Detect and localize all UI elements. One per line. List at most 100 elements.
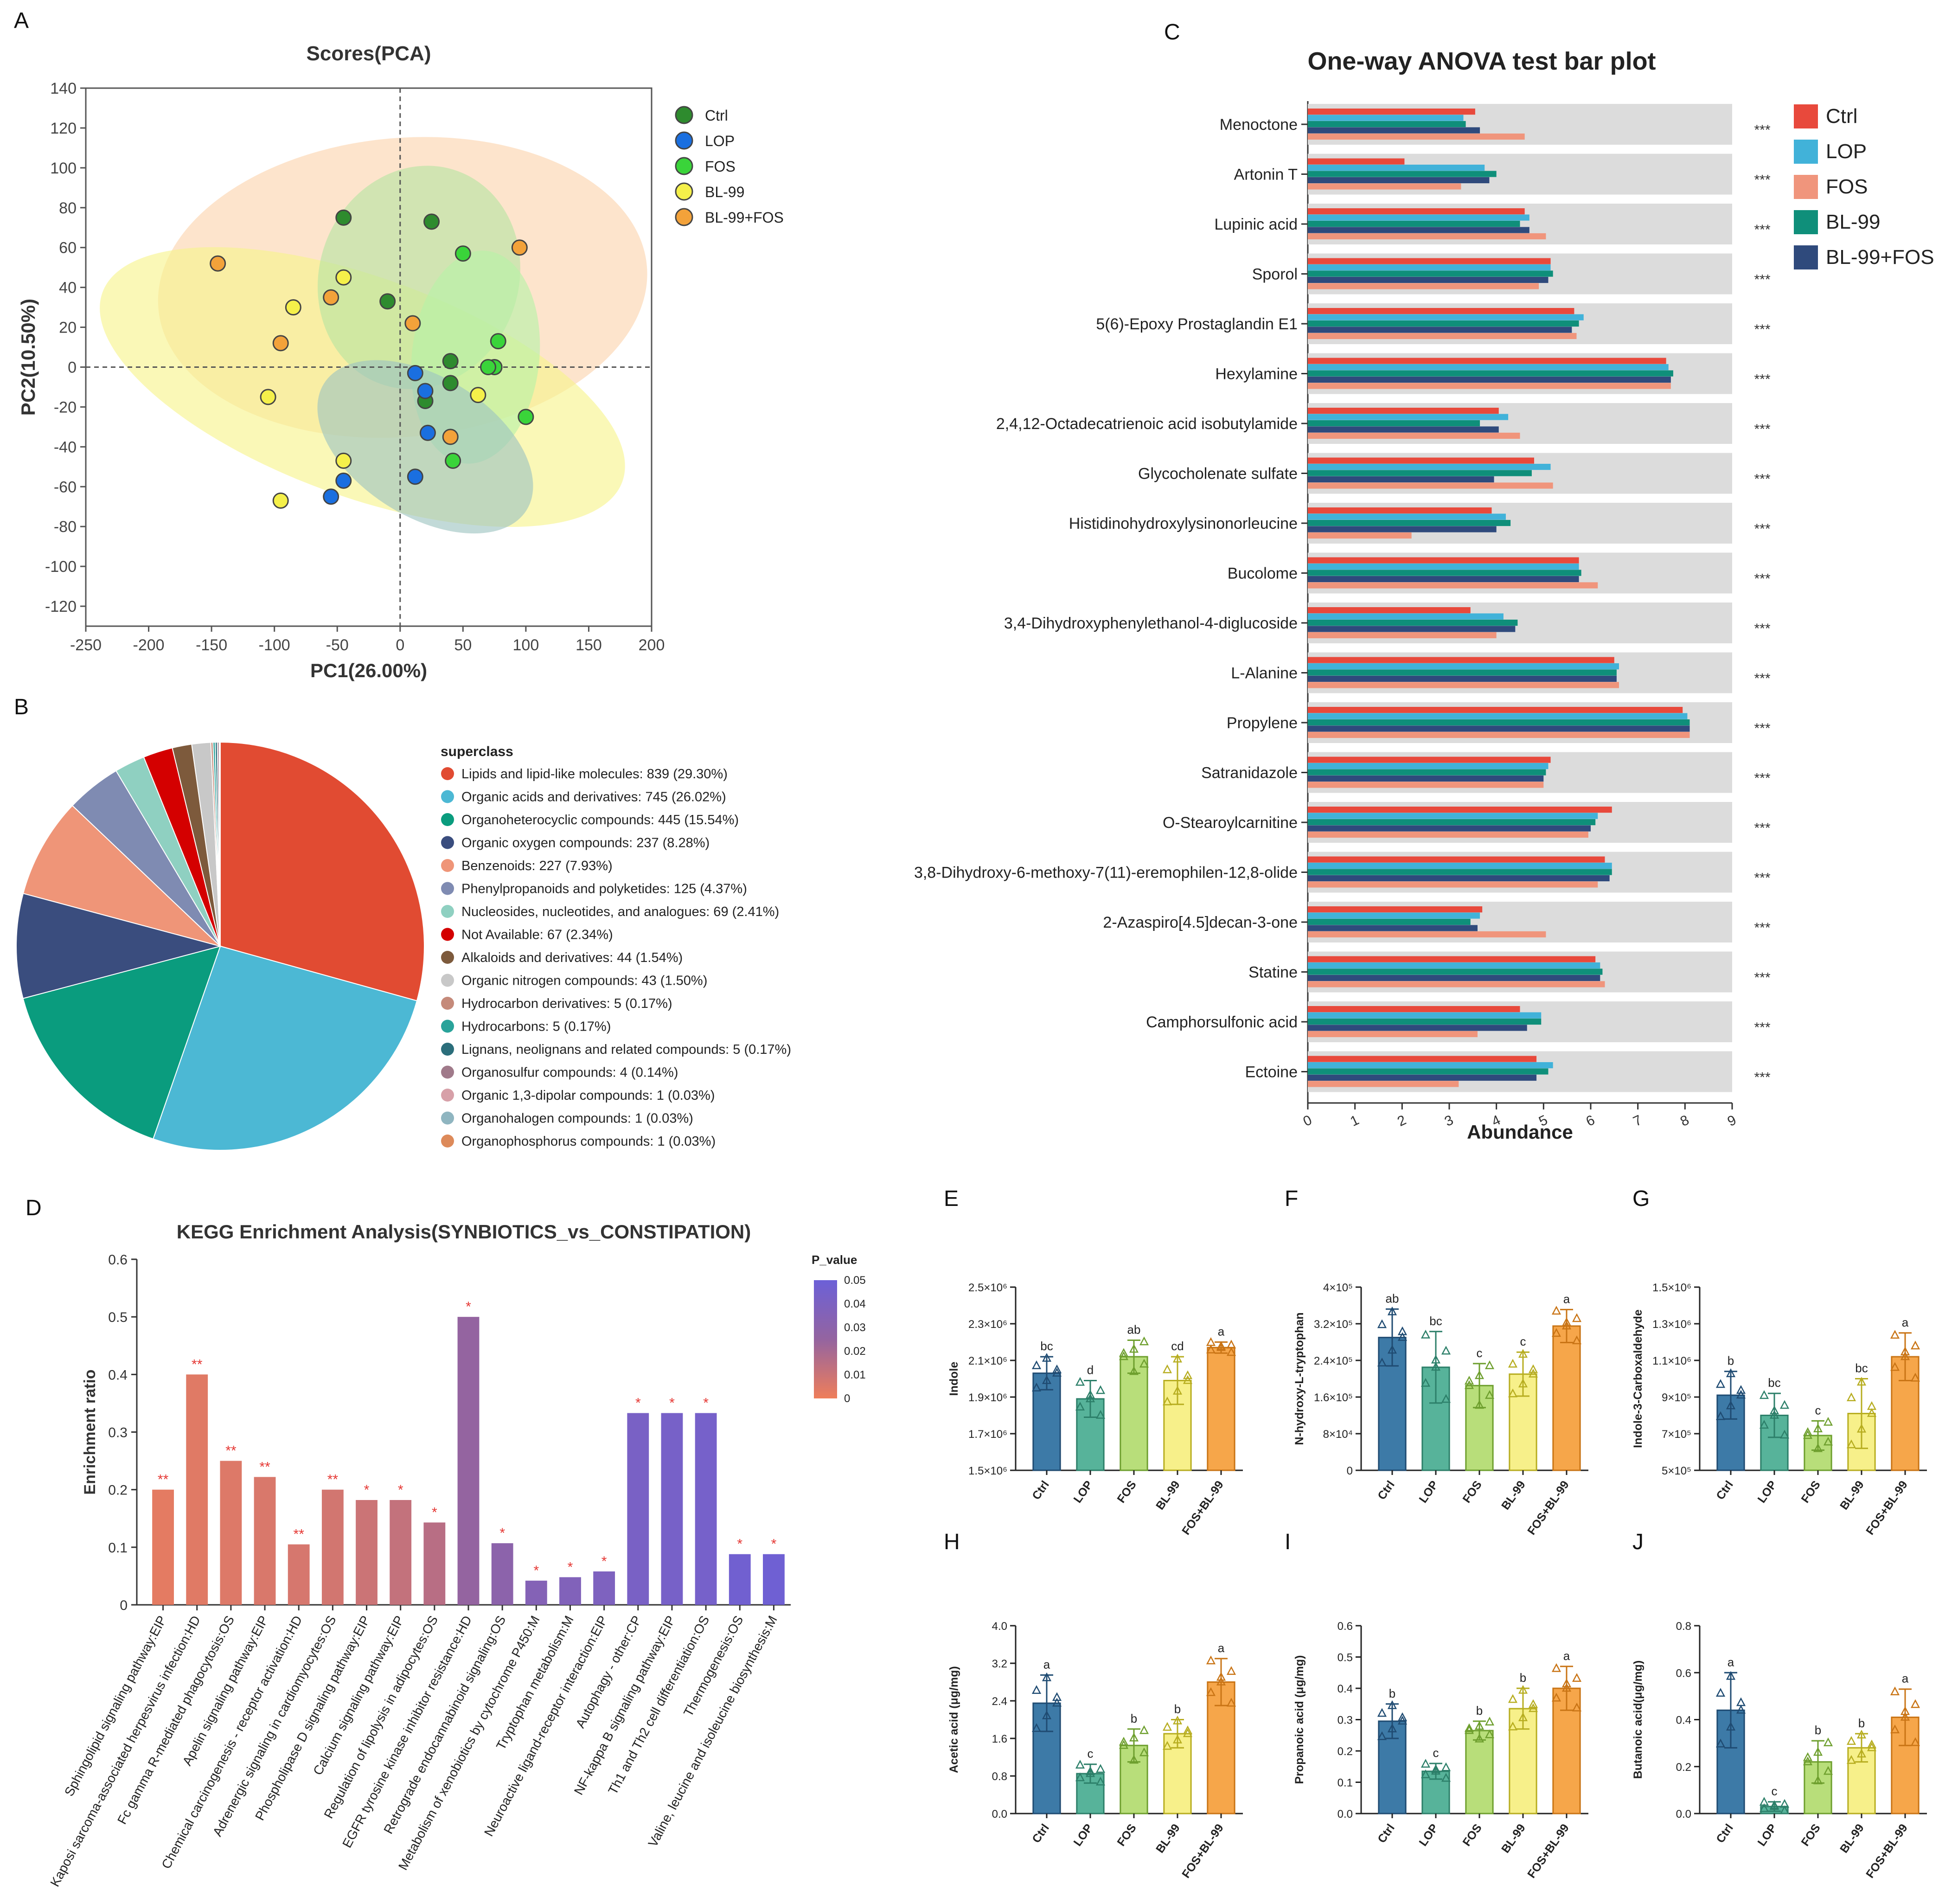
data-point — [1551, 1692, 1561, 1702]
scatter-point — [480, 359, 497, 375]
data-point — [1085, 1768, 1095, 1777]
enrichment-bar — [491, 1543, 513, 1605]
significance-marker: *** — [1754, 521, 1770, 537]
legend-label: Ctrl — [1826, 105, 1857, 128]
scatter-point — [272, 492, 289, 509]
y-axis-label: Acetic acid (μg/mg) — [947, 1666, 960, 1773]
scatter-point — [470, 387, 486, 404]
legend-label: Nucleosides, nucleotides, and analogues:… — [461, 904, 779, 919]
data-point — [1867, 1739, 1877, 1749]
bar-fos — [1308, 931, 1546, 938]
enrichment-bar — [220, 1461, 242, 1605]
category-label: L-Alanine — [1231, 665, 1298, 682]
data-point — [1377, 1708, 1387, 1717]
chart-title: One-way ANOVA test bar plot — [1307, 47, 1656, 75]
data-point — [1387, 1700, 1397, 1709]
data-point — [1769, 1410, 1779, 1419]
bar-ctrl — [1308, 906, 1483, 913]
significance-marker: *** — [1754, 621, 1770, 636]
bar-fos — [1308, 333, 1577, 340]
bar-bl-99+fos — [1308, 725, 1690, 732]
data-point — [1129, 1344, 1139, 1353]
data-point — [1561, 1678, 1572, 1687]
bar-bl-99 — [1308, 370, 1673, 377]
data-point — [1206, 1687, 1216, 1696]
significance-marker: *** — [1754, 1020, 1770, 1035]
bar-lop — [1308, 115, 1464, 121]
data-point — [1042, 1710, 1052, 1719]
data-point — [1139, 1359, 1149, 1368]
pie-slice — [220, 741, 425, 1001]
x-tick-label: 50 — [454, 636, 472, 654]
scatter-point — [407, 365, 423, 381]
enrichment-bar — [661, 1413, 683, 1605]
data-point — [1508, 1721, 1518, 1731]
data-point — [1397, 1326, 1408, 1335]
data-point — [1715, 1411, 1726, 1420]
data-point — [1162, 1722, 1172, 1731]
significance-marker: * — [601, 1554, 607, 1569]
significance-letter: bc — [1040, 1339, 1053, 1353]
category-label: 3,8-Dihydroxy-6-methoxy-7(11)-eremophile… — [914, 864, 1298, 882]
category-label: Satranidazole — [1201, 764, 1298, 782]
bar-lop — [1308, 1062, 1553, 1069]
enrichment-bar — [627, 1413, 649, 1605]
bar-bl-99+fos — [1308, 675, 1617, 682]
bar-ctrl — [1308, 109, 1475, 115]
bar-bl-99+fos — [1308, 376, 1671, 383]
bar-bl-99 — [1308, 570, 1581, 576]
scatter-point — [454, 245, 471, 262]
category-label: Propylene — [1227, 714, 1298, 732]
x-tick-label: -50 — [326, 636, 349, 654]
y-tick-label: 2.1×10⁶ — [968, 1355, 1007, 1367]
pie-slice — [16, 892, 222, 999]
mean-bar — [1465, 1730, 1494, 1814]
y-tick-label: 0.5 — [1337, 1652, 1353, 1664]
data-point — [1813, 1423, 1823, 1432]
enrichment-bar — [593, 1571, 615, 1605]
y-tick-label: 0.8 — [992, 1770, 1007, 1783]
significance-marker: * — [568, 1559, 573, 1575]
data-point — [1139, 1747, 1149, 1757]
bar-lop — [1308, 962, 1600, 969]
y-tick-label: 1.6×10⁵ — [1314, 1391, 1353, 1404]
data-point — [1518, 1349, 1528, 1358]
enrichment-bar — [695, 1413, 717, 1605]
colorbar-tick-label: 0.02 — [844, 1345, 866, 1358]
y-tick-label: 140 — [50, 80, 77, 97]
bar-ctrl — [1308, 756, 1551, 763]
data-point — [1846, 1392, 1856, 1402]
mean-bar — [1552, 1325, 1581, 1471]
chart-title: Scores(PCA) — [307, 42, 431, 65]
bar-fos — [1308, 233, 1546, 240]
bar-bl-99 — [1308, 869, 1612, 875]
legend-label: FOS — [1826, 175, 1868, 198]
data-point — [1846, 1755, 1856, 1764]
y-tick-label: 1.3×10⁶ — [1652, 1318, 1691, 1331]
significance-marker: ** — [158, 1472, 169, 1487]
data-point — [1769, 1800, 1779, 1809]
data-point — [1900, 1346, 1910, 1356]
legend-label: FOS — [705, 158, 736, 175]
significance-marker: *** — [1754, 272, 1770, 288]
data-point — [1474, 1733, 1484, 1743]
data-point — [1139, 1725, 1149, 1734]
bar-bl-99 — [1308, 769, 1546, 776]
y-tick-label: 0.2 — [1676, 1761, 1691, 1774]
significance-marker: ** — [192, 1357, 203, 1372]
category-label: 5(6)-Epoxy Prostaglandin E1 — [1096, 315, 1298, 333]
legend-label: Benzenoids: 227 (7.93%) — [461, 859, 613, 873]
bar-lop — [1308, 813, 1598, 819]
y-tick-label: -20 — [54, 398, 77, 416]
scatter-point — [335, 209, 352, 226]
data-point — [1226, 1347, 1236, 1356]
data-point — [1779, 1430, 1790, 1439]
bar-fos — [1308, 582, 1598, 589]
data-point — [1736, 1697, 1746, 1706]
data-point — [1856, 1749, 1867, 1758]
data-point — [1779, 1400, 1790, 1409]
scatter-point — [407, 468, 423, 485]
significance-letter: a — [1218, 1325, 1225, 1339]
scatter-point — [335, 269, 352, 286]
